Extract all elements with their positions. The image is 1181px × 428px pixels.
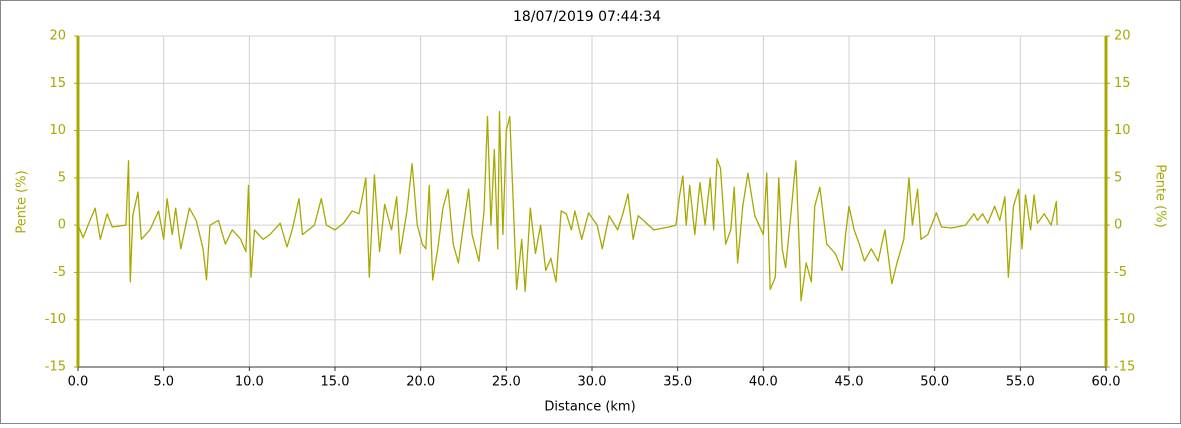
y-axis-label: Pente (%) [15,170,30,233]
chart-title: 18/07/2019 07:44:34 [513,9,661,25]
x-tick-label: 50.0 [920,375,949,390]
y-tick-label: -15 [45,360,66,375]
y2-tick-label: -10 [1114,312,1135,327]
y2-tick-label: 15 [1114,76,1131,91]
y-tick-label: 20 [49,29,66,44]
x-tick-label: 60.0 [1092,375,1121,390]
x-tick-label: 45.0 [835,375,864,390]
y2-tick-label: -5 [1114,265,1127,280]
y2-tick-label: 0 [1114,218,1122,233]
line-series [77,111,1058,302]
x-tick-label: 25.0 [492,375,521,390]
y-tick-label: -10 [45,312,66,327]
x-tick-label: 20.0 [406,375,435,390]
x-tick-label: 40.0 [749,375,778,390]
x-axis-label: Distance (km) [544,400,635,415]
x-tick-label: 55.0 [1006,375,1035,390]
y2-tick-label: 20 [1114,29,1131,44]
y2-tick-label: -15 [1114,360,1135,375]
x-tick-label: 5.0 [153,375,174,390]
x-tick-label: 0.0 [68,375,89,390]
y-tick-label: 0 [58,218,66,233]
y-tick-label: 10 [49,123,66,138]
y2-axis-label: Pente (%) [1153,164,1168,227]
x-tick-label: 10.0 [235,375,264,390]
y-tick-label: 15 [49,76,66,91]
y2-tick-label: 10 [1114,123,1131,138]
x-tick-label: 15.0 [321,375,350,390]
x-tick-label: 30.0 [578,375,607,390]
y-tick-label: -5 [53,265,66,280]
x-tick-label: 35.0 [663,375,692,390]
y-tick-label: 5 [58,170,66,185]
y2-tick-label: 5 [1114,170,1122,185]
